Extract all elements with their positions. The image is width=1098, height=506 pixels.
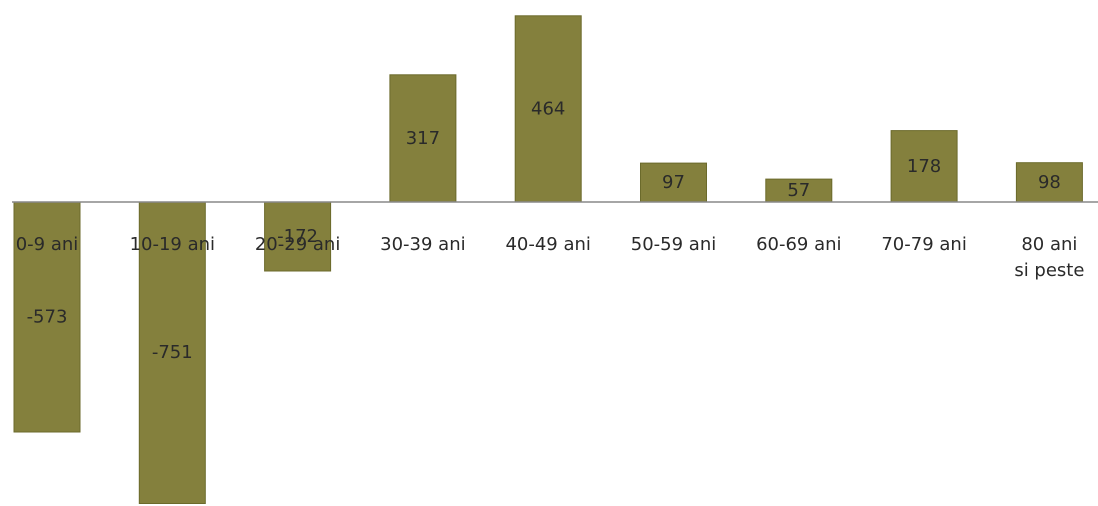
category-label-1: 0-9 ani — [16, 234, 79, 255]
value-label-2: -751 — [152, 342, 193, 363]
category-label-2: 10-19 ani — [130, 234, 215, 255]
category-labels-group: 0-9 ani 10-19 ani 20-29 ani 30-39 ani 40-49 … — [16, 234, 1085, 281]
category-label-8: 70-79 ani — [881, 234, 966, 255]
value-label-6: 97 — [662, 172, 685, 193]
value-label-7: 57 — [787, 180, 810, 201]
value-label-4: 317 — [406, 128, 440, 149]
category-label-6: 50-59 ani — [631, 234, 716, 255]
bars-group — [13, 15, 1083, 504]
bar-5 — [514, 15, 582, 203]
value-label-5: 464 — [531, 98, 565, 119]
bar-2 — [138, 201, 206, 504]
bar-9 — [1015, 162, 1083, 203]
bar-1 — [13, 201, 81, 433]
category-label-5: 40-49 ani — [505, 234, 590, 255]
bar-4 — [389, 74, 457, 203]
category-label-9: 80 ani si peste — [1014, 234, 1084, 281]
value-label-8: 178 — [907, 156, 941, 177]
bar-6 — [640, 162, 707, 203]
category-label-3: 20-29 ani — [255, 234, 340, 255]
value-label-9: 98 — [1038, 172, 1061, 193]
category-label-7: 60-69 ani — [756, 234, 841, 255]
value-label-3: -172 — [277, 226, 318, 247]
value-label-1: -573 — [27, 307, 68, 328]
value-labels-group: -573 -751 -172 317 464 97 57 178 98 — [27, 98, 1061, 363]
category-label-4: 30-39 ani — [380, 234, 465, 255]
bar-8 — [890, 130, 958, 203]
